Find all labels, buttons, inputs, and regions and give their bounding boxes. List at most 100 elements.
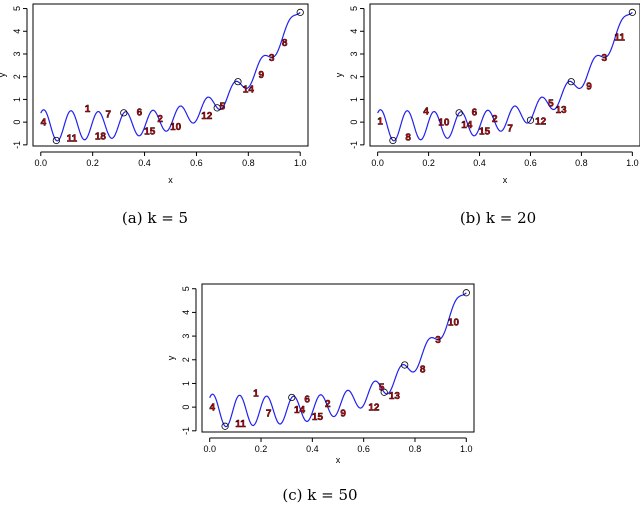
point-label: 4 <box>209 403 215 414</box>
y-tick-label: 1 <box>349 97 359 102</box>
y-tick-label: 4 <box>12 29 22 34</box>
point-label: 12 <box>201 111 213 122</box>
point-label: 1 <box>85 104 91 115</box>
data-point-circle <box>120 109 128 117</box>
point-label: 9 <box>340 409 346 420</box>
point-label: 2 <box>325 399 331 410</box>
x-tick-label: 0.8 <box>575 158 588 168</box>
x-tick-label: 0.2 <box>86 158 99 168</box>
x-tick-label: 0.4 <box>473 158 486 168</box>
point-label: 9 <box>259 70 265 81</box>
point-label: 8 <box>282 38 288 49</box>
y-tick-label: 1 <box>12 97 22 102</box>
plot-frame <box>32 3 309 147</box>
data-point-circle <box>628 8 636 16</box>
point-label: 10 <box>448 317 460 328</box>
y-tick-label: 2 <box>181 357 191 362</box>
x-tick-label: 1.0 <box>294 158 307 168</box>
point-label: 1 <box>253 388 259 399</box>
point-label: 5 <box>379 383 385 394</box>
point-label: 15 <box>312 412 324 423</box>
y-axis-label: y <box>334 72 344 77</box>
point-label: 8 <box>420 365 426 376</box>
point-label: 4 <box>423 106 429 117</box>
data-point-circle <box>221 422 229 430</box>
y-tick-label: 5 <box>181 286 191 291</box>
x-axis-label: x <box>336 455 341 465</box>
point-label: 1 <box>377 117 383 128</box>
y-tick-label: 0 <box>12 120 22 125</box>
point-label: 8 <box>405 132 411 143</box>
y-tick-label: -1 <box>181 427 191 435</box>
y-tick-label: -1 <box>12 141 22 149</box>
point-label: 5 <box>548 98 554 109</box>
point-label: 10 <box>438 118 450 129</box>
data-point-circle <box>234 78 242 86</box>
x-tick-label: 0.4 <box>138 158 151 168</box>
point-label: 7 <box>507 123 513 134</box>
y-tick-label: 4 <box>349 29 359 34</box>
point-label: 3 <box>435 335 441 346</box>
data-point-circle <box>296 8 304 16</box>
point-label: 10 <box>170 122 182 133</box>
y-tick-label: 3 <box>12 51 22 56</box>
point-label: 11 <box>614 32 625 43</box>
point-label: 13 <box>389 391 401 402</box>
chart-panel-1: 0.00.20.40.60.81.0-1012345xy411118761521… <box>0 3 309 227</box>
y-tick-label: 4 <box>181 310 191 315</box>
point-label: 13 <box>555 105 567 116</box>
y-axis-label: y <box>166 355 176 360</box>
y-tick-label: 5 <box>349 6 359 11</box>
x-tick-label: 0.8 <box>242 158 255 168</box>
x-tick-label: 0.2 <box>422 158 435 168</box>
x-axis-label: x <box>503 175 508 185</box>
point-label: 14 <box>294 405 306 416</box>
point-label: 3 <box>269 53 275 64</box>
x-tick-label: 1.0 <box>460 444 473 454</box>
data-point-circle <box>389 136 397 145</box>
data-point-circle <box>213 104 221 112</box>
point-label: 14 <box>243 85 255 96</box>
point-label: 5 <box>220 102 226 113</box>
point-label: 15 <box>479 127 491 138</box>
data-point-circle <box>526 116 535 124</box>
data-point-circle <box>52 136 60 145</box>
plot-frame <box>369 3 640 147</box>
data-point-circle <box>455 109 463 117</box>
y-tick-label: 2 <box>12 74 22 79</box>
plot-frame <box>201 283 475 433</box>
y-tick-label: -1 <box>349 141 359 149</box>
subfigure-caption: (c) k = 50 <box>282 486 357 504</box>
data-point-circle <box>288 393 296 402</box>
point-label: 6 <box>472 107 478 118</box>
point-label: 14 <box>461 120 473 131</box>
point-label: 12 <box>368 403 380 414</box>
point-label: 11 <box>67 134 78 145</box>
point-label: 9 <box>586 81 592 92</box>
subfigure-caption: (a) k = 5 <box>122 209 188 227</box>
point-label: 11 <box>235 419 246 430</box>
data-point-circle <box>401 361 409 369</box>
point-label: 7 <box>105 110 111 121</box>
x-tick-label: 0.4 <box>306 444 319 454</box>
data-point-circle <box>462 289 470 297</box>
fitted-curve <box>40 11 301 142</box>
point-label: 3 <box>602 53 608 64</box>
point-label: 18 <box>95 131 107 142</box>
x-axis-label: x <box>168 175 173 185</box>
point-label: 15 <box>144 127 156 138</box>
data-point-circle <box>567 78 575 86</box>
x-tick-label: 0.6 <box>357 444 370 454</box>
x-tick-label: 0.6 <box>524 158 537 168</box>
y-tick-label: 0 <box>349 120 359 125</box>
x-tick-label: 0.2 <box>255 444 268 454</box>
subfigure-caption: (b) k = 20 <box>460 209 536 227</box>
y-tick-label: 2 <box>349 74 359 79</box>
point-label: 2 <box>157 114 163 125</box>
x-tick-label: 0.0 <box>35 158 48 168</box>
y-tick-label: 3 <box>181 334 191 339</box>
point-label: 7 <box>266 409 272 420</box>
